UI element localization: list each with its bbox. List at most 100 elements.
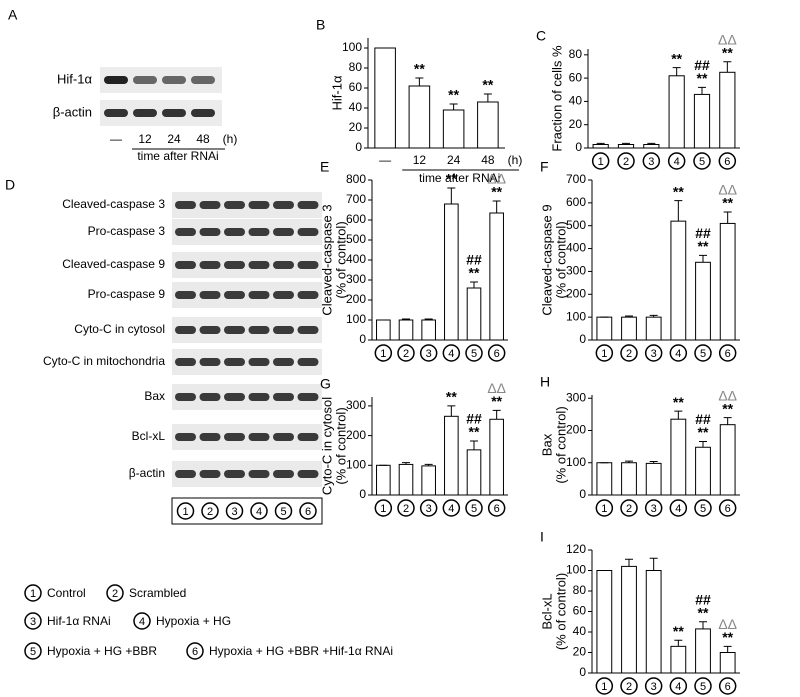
blot-band xyxy=(175,433,196,441)
circled-number xyxy=(644,344,663,362)
circled-number xyxy=(374,499,393,517)
blot-band xyxy=(199,358,221,366)
blot-band xyxy=(162,109,186,117)
significance-mark: ** xyxy=(673,394,684,410)
blot-band xyxy=(199,228,221,236)
x-axis-label: time after RNAi xyxy=(419,171,500,185)
blot-xlabel: time after RNAi xyxy=(137,149,218,163)
bar xyxy=(670,645,687,674)
y-tick-label: 20 xyxy=(349,120,363,134)
bar xyxy=(668,75,685,149)
circled-number-label: 6 xyxy=(725,503,731,515)
circled-number xyxy=(595,677,614,695)
error-bar xyxy=(447,187,456,204)
y-axis-label: Bax xyxy=(539,433,554,456)
blot-band xyxy=(191,76,215,84)
panel-letter: H xyxy=(540,374,550,390)
circled-number-label: 3 xyxy=(231,506,237,518)
blot-band xyxy=(273,228,294,236)
y-tick-label: 200 xyxy=(346,428,366,442)
circled-number-label: 5 xyxy=(700,348,706,360)
y-axis-label: Cyto-C in cytosol xyxy=(319,397,334,495)
bar xyxy=(670,220,687,341)
circled-number xyxy=(419,344,438,362)
significance-mark: ΔΔ xyxy=(487,380,506,396)
y-tick-label: 0 xyxy=(579,665,586,679)
y-tick-label: 0 xyxy=(579,487,586,501)
y-tick-label: 300 xyxy=(566,264,586,278)
circled-number-label: 2 xyxy=(623,156,629,168)
x-tick-label: 24 xyxy=(447,153,461,167)
circled-number-label: 4 xyxy=(448,348,454,360)
blot-band xyxy=(248,291,270,299)
significance-mark: ΔΔ xyxy=(718,32,737,48)
blot-band xyxy=(273,393,294,401)
blot-band xyxy=(175,358,196,366)
y-tick-label: 120 xyxy=(566,542,586,556)
circled-number xyxy=(397,344,415,362)
blot-band xyxy=(297,291,319,299)
error-bar xyxy=(649,314,658,318)
y-tick-label: 0 xyxy=(355,140,362,154)
circled-number xyxy=(669,677,688,695)
y-tick-label: 40 xyxy=(349,100,363,114)
significance-mark: ΔΔ xyxy=(718,182,737,198)
blot-strip xyxy=(172,252,322,278)
blot-band xyxy=(175,291,196,299)
significance-mark: ** xyxy=(722,45,733,61)
x-unit: (h) xyxy=(508,153,523,167)
circled-number-label: 2 xyxy=(403,503,409,515)
blot-band xyxy=(297,261,319,269)
error-bar xyxy=(723,61,732,73)
error-bar xyxy=(622,142,630,145)
circled-number-label: 5 xyxy=(699,156,705,168)
panel-letter: F xyxy=(540,159,549,175)
blot-band xyxy=(248,358,270,366)
blot-band xyxy=(297,228,319,236)
blot-strip xyxy=(172,349,322,375)
blot-strip xyxy=(172,282,322,308)
blot-band xyxy=(175,228,196,236)
blot-band xyxy=(224,228,245,236)
blot-band xyxy=(133,109,157,117)
circled-number xyxy=(465,344,483,362)
circled-number xyxy=(225,502,244,520)
y-axis-label: Cleaved-caspase 9 xyxy=(539,204,554,315)
significance-mark: ** xyxy=(448,87,459,103)
significance-mark: ** xyxy=(698,604,709,620)
bar xyxy=(596,462,613,496)
blot-band xyxy=(175,470,196,478)
y-tick-label: 300 xyxy=(346,272,366,286)
bar xyxy=(398,463,414,496)
circled-number-label: 5 xyxy=(280,506,286,518)
circled-number xyxy=(24,642,42,660)
significance-mark: ** xyxy=(491,393,502,409)
bar xyxy=(719,424,736,496)
y-tick-label: 100 xyxy=(566,455,586,469)
blot-band xyxy=(199,393,221,401)
blot-band xyxy=(175,261,196,269)
blot-band xyxy=(248,433,270,441)
blot-strip xyxy=(172,461,322,487)
bar xyxy=(719,222,736,341)
bar xyxy=(442,109,465,149)
circled-number xyxy=(106,584,124,602)
legend-label: Control xyxy=(47,586,86,600)
blot-band xyxy=(175,326,196,334)
significance-mark: ** xyxy=(491,184,502,200)
error-bar xyxy=(647,142,656,145)
circled-number xyxy=(442,499,461,517)
x-tick-label: 48 xyxy=(481,153,495,167)
legend-label: Hypoxia + HG +BBR xyxy=(47,644,157,658)
circled-number-label: 5 xyxy=(700,503,706,515)
circled-number xyxy=(669,344,688,362)
y-tick-label: 700 xyxy=(346,192,366,206)
circled-number-label: 6 xyxy=(305,506,311,518)
error-bar xyxy=(596,142,605,145)
y-tick-label: 60 xyxy=(573,604,587,618)
error-bar xyxy=(424,318,433,320)
circled-number-label: 6 xyxy=(494,348,500,360)
circled-number-label: 3 xyxy=(30,616,36,628)
y-tick-label: 200 xyxy=(566,286,586,300)
circled-number xyxy=(667,152,686,170)
